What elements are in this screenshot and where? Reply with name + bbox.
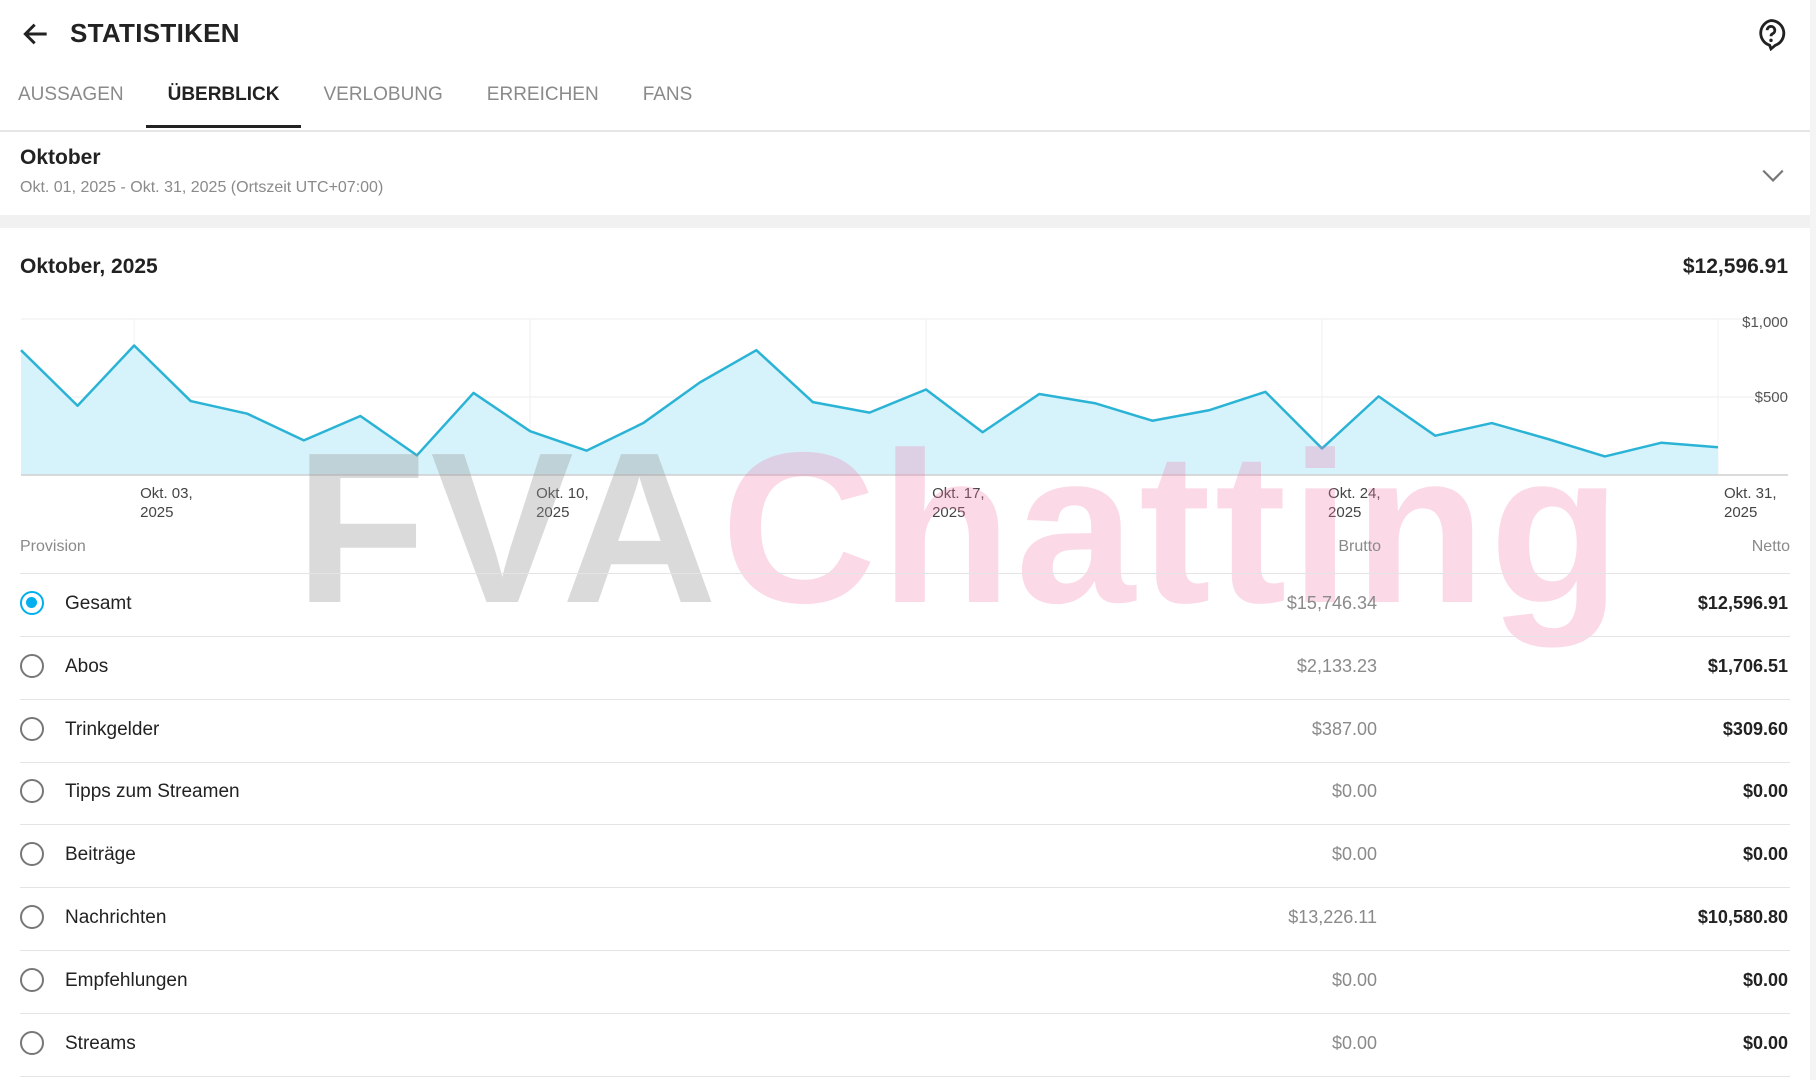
- scrollbar[interactable]: [1810, 0, 1816, 1080]
- section-divider: [0, 215, 1810, 228]
- radio-button[interactable]: [20, 842, 44, 867]
- period-range: Okt. 01, 2025 - Okt. 31, 2025 (Ortszeit …: [20, 179, 384, 196]
- x-tick-label: Okt. 03,: [140, 485, 193, 502]
- x-tick-label: 2025: [1328, 504, 1361, 521]
- row-brutto: $0.00: [1331, 969, 1377, 990]
- x-tick-label: 2025: [140, 504, 173, 521]
- row-netto: $0.00: [1742, 969, 1788, 990]
- row-label: Abos: [65, 655, 109, 677]
- chart-total: $12,596.91: [1682, 255, 1788, 278]
- row-netto: $0.00: [1742, 1032, 1788, 1053]
- tab-bar: AUSSAGEN ÜBERBLICK VERLOBUNG ERREICHEN FANS: [0, 80, 714, 130]
- y-tick-label: $500: [1755, 389, 1788, 406]
- row-label: Streams: [65, 1032, 136, 1054]
- row-label: Tipps zum Streamen: [65, 781, 240, 803]
- row-label: Empfehlungen: [65, 969, 188, 991]
- column-header-provision: Provision: [20, 538, 86, 555]
- radio-button[interactable]: [20, 716, 44, 741]
- row-brutto: $13,226.11: [1288, 907, 1377, 927]
- row-brutto: $0.00: [1331, 1032, 1377, 1053]
- row-netto: $309.60: [1722, 718, 1788, 739]
- arrow-left-icon[interactable]: [20, 18, 52, 50]
- x-tick-label: 2025: [1724, 504, 1757, 521]
- period-selector[interactable]: Oktober Okt. 01, 2025 - Okt. 31, 2025 (O…: [0, 132, 1810, 215]
- chart-month: Oktober, 2025: [20, 255, 158, 278]
- tab-verlobung[interactable]: VERLOBUNG: [323, 84, 443, 105]
- tab-überblick[interactable]: ÜBERBLICK: [145, 80, 302, 128]
- table-row[interactable]: Nachrichten $13,226.11 $10,580.80: [20, 888, 1790, 951]
- x-tick-label: Okt. 31,: [1724, 485, 1777, 502]
- page-title: STATISTIKEN: [70, 18, 240, 48]
- table-row[interactable]: Streams $0.00 $0.00: [20, 1014, 1790, 1077]
- help-bubble-icon[interactable]: [1754, 17, 1788, 51]
- row-brutto: $0.00: [1331, 781, 1377, 802]
- row-netto: $12,596.91: [1697, 593, 1788, 613]
- row-label: Trinkgelder: [65, 718, 160, 740]
- x-tick-label: Okt. 24,: [1328, 485, 1381, 502]
- x-tick-label: 2025: [932, 504, 965, 521]
- tab-aussagen[interactable]: AUSSAGEN: [18, 84, 124, 105]
- radio-button[interactable]: [20, 1030, 44, 1055]
- x-tick-label: 2025: [536, 504, 569, 521]
- table-row[interactable]: Beiträge $0.00 $0.00: [20, 825, 1790, 889]
- row-label: Nachrichten: [65, 907, 167, 928]
- radio-button[interactable]: [20, 779, 44, 804]
- top-bar: STATISTIKEN AUSSAGEN ÜBERBLICK VERLOBUNG ER…: [0, 0, 1810, 132]
- radio-button[interactable]: [20, 591, 44, 615]
- x-tick-label: Okt. 17,: [932, 485, 985, 502]
- table-row[interactable]: Empfehlungen $0.00 $0.00: [20, 951, 1790, 1014]
- table-row[interactable]: Tipps zum Streamen $0.00 $0.00: [20, 762, 1790, 826]
- radio-button[interactable]: [20, 905, 44, 929]
- row-brutto: $2,133.23: [1296, 655, 1377, 676]
- row-brutto: $15,746.34: [1286, 593, 1377, 613]
- tab-fans[interactable]: FANS: [642, 84, 693, 105]
- radio-button[interactable]: [20, 653, 44, 678]
- row-netto: $1,706.51: [1707, 655, 1788, 676]
- earnings-chart: $500 $1,000 Okt. 03, 2025 Okt. 10, 2025 Okt. 1…: [20, 314, 1788, 521]
- header-divider: [20, 573, 1790, 574]
- row-netto: $0.00: [1742, 844, 1788, 865]
- row-brutto: $387.00: [1311, 718, 1377, 739]
- table-row[interactable]: Trinkgelder $387.00 $309.60: [20, 700, 1790, 763]
- row-label: Gesamt: [65, 593, 132, 614]
- chevron-down-icon[interactable]: [1760, 162, 1786, 188]
- table-row[interactable]: Gesamt $15,746.34 $12,596.91: [20, 574, 1790, 637]
- period-name: Oktober: [20, 146, 101, 169]
- area-fill: [21, 345, 1718, 475]
- row-netto: $0.00: [1742, 781, 1788, 802]
- row-brutto: $0.00: [1331, 844, 1377, 865]
- row-netto: $10,580.80: [1697, 907, 1788, 927]
- tab-erreichen[interactable]: ERREICHEN: [486, 84, 599, 105]
- column-header-brutto: Brutto: [1338, 538, 1381, 555]
- x-tick-label: Okt. 10,: [536, 485, 589, 502]
- row-label: Beiträge: [65, 844, 136, 866]
- y-tick-label: $1,000: [1742, 314, 1788, 331]
- table-row[interactable]: Abos $2,133.23 $1,706.51: [20, 637, 1790, 700]
- column-header-netto: Netto: [1751, 538, 1790, 555]
- radio-button[interactable]: [20, 967, 44, 992]
